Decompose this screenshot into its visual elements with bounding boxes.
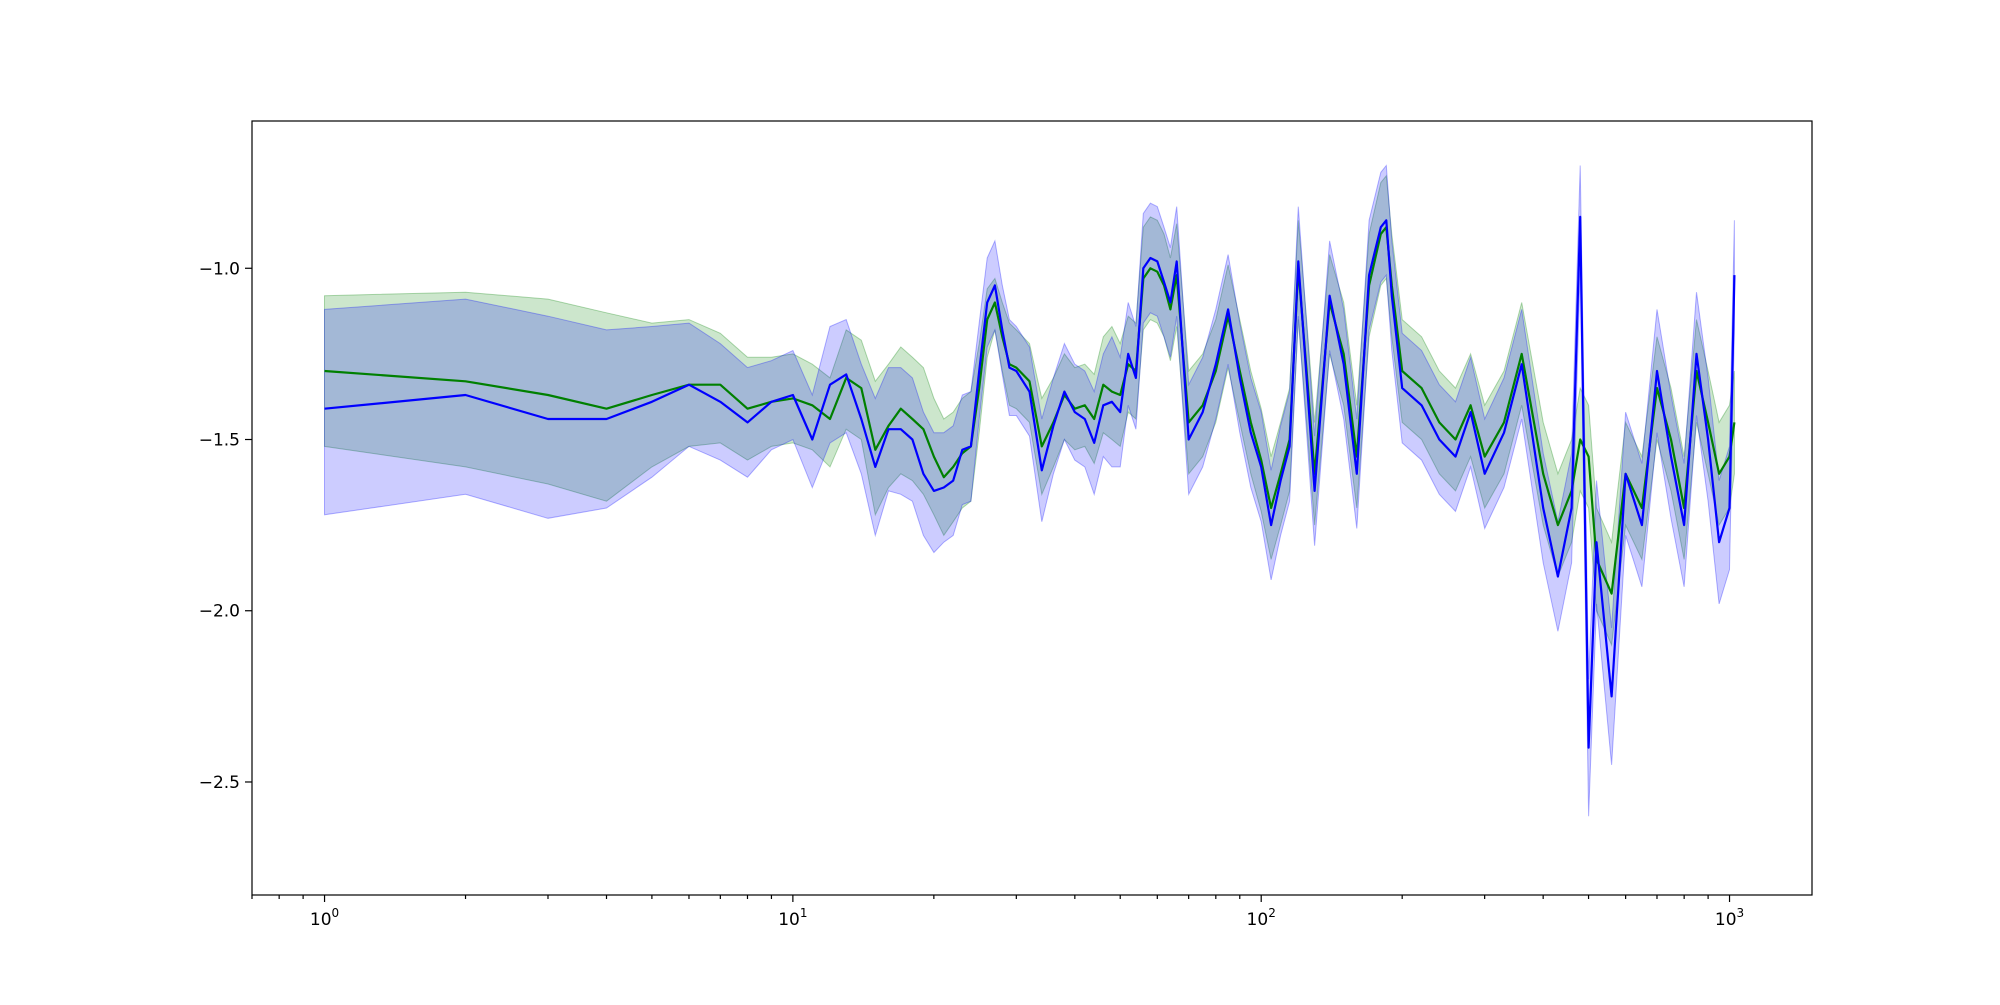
series-2-line	[324, 215, 1736, 749]
y-axis-ticks: −1.0 −1.5 −2.0 −2.5	[199, 259, 252, 793]
series-2-band	[324, 164, 1735, 817]
x-tick-label: 101	[778, 906, 807, 930]
y-tick-label: −2.5	[199, 773, 240, 793]
series-1-line	[324, 226, 1736, 595]
plot-frame	[251, 120, 1813, 896]
y-tick-label: −1.5	[199, 431, 240, 451]
y-tick-label: −1.0	[199, 259, 240, 279]
x-axis-ticks: 100 101 102 103	[251, 895, 1744, 930]
series-lines	[324, 215, 1736, 749]
x-tick-label: 103	[1715, 906, 1744, 930]
series-1-band	[324, 174, 1735, 647]
x-tick-label: 102	[1247, 906, 1276, 930]
x-tick-label: 100	[310, 906, 339, 930]
y-tick-label: −2.0	[199, 602, 240, 622]
confidence-bands	[324, 164, 1735, 817]
